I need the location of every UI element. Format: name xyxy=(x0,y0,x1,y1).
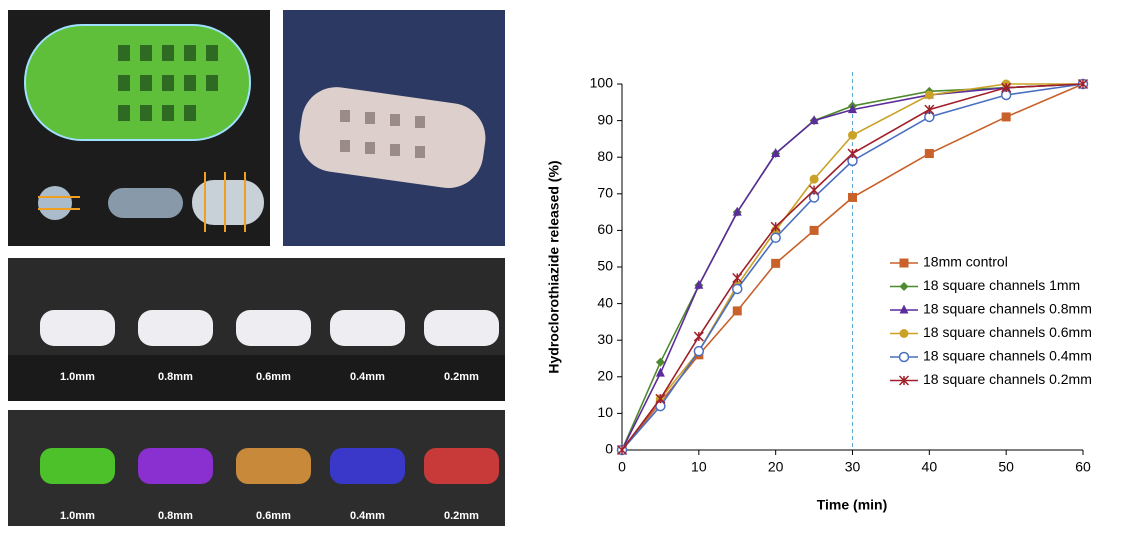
marker xyxy=(733,284,742,293)
photo-label: 0.8mm xyxy=(158,510,193,522)
marker xyxy=(848,131,857,140)
marker xyxy=(900,353,909,362)
marker xyxy=(694,347,703,356)
y-tick-label: 100 xyxy=(590,75,614,91)
marker xyxy=(771,259,780,268)
legend-label: 18 square channels 0.6mm xyxy=(923,324,1092,340)
photo-label: 0.6mm xyxy=(256,371,291,383)
marker xyxy=(900,305,909,314)
y-tick-label: 70 xyxy=(597,185,613,201)
photo-panel: 1.0mm 0.8mm 0.6mm 0.4mm 0.2mm xyxy=(8,258,505,401)
y-tick-label: 30 xyxy=(597,331,613,347)
y-tick-label: 40 xyxy=(597,294,613,310)
y-axis-label: Hydroclorothiazide released (%) xyxy=(546,160,562,373)
photo-label: 0.2mm xyxy=(444,510,479,522)
legend-label: 18 square channels 0.8mm xyxy=(923,301,1092,317)
x-tick-label: 60 xyxy=(1075,459,1091,475)
y-tick-label: 50 xyxy=(597,258,613,274)
x-tick-label: 50 xyxy=(998,459,1014,475)
marker xyxy=(810,226,819,235)
legend-label: 18 square channels 0.2mm xyxy=(923,371,1092,387)
photo-label: 0.6mm xyxy=(256,510,291,522)
y-tick-label: 80 xyxy=(597,148,613,164)
marker xyxy=(900,282,909,291)
photo-panel: 1.0mm 0.8mm 0.6mm 0.4mm 0.2mm xyxy=(8,410,505,526)
photo-label: 1.0mm xyxy=(60,371,95,383)
marker xyxy=(925,149,934,158)
figure: 1.0mm 0.8mm 0.6mm 0.4mm 0.2mm 1.0mm 0.8mm 0.6m… xyxy=(0,0,1137,529)
photo-label: 0.8mm xyxy=(158,371,193,383)
y-tick-label: 20 xyxy=(597,368,613,384)
marker xyxy=(900,259,909,268)
photo-label: 0.4mm xyxy=(350,510,385,522)
marker xyxy=(1002,112,1011,121)
photo-label: 1.0mm xyxy=(60,510,95,522)
legend-label: 18 square channels 1mm xyxy=(923,277,1080,293)
marker xyxy=(733,273,742,282)
x-axis-label: Time (min) xyxy=(817,497,888,513)
render-panel xyxy=(8,10,270,246)
marker xyxy=(810,175,819,184)
x-tick-label: 30 xyxy=(845,459,861,475)
y-tick-label: 90 xyxy=(597,111,613,127)
x-tick-label: 0 xyxy=(618,459,626,475)
x-tick-label: 10 xyxy=(691,459,707,475)
marker xyxy=(733,306,742,315)
y-tick-label: 10 xyxy=(597,404,613,420)
photo-label: 0.4mm xyxy=(350,371,385,383)
legend-label: 18mm control xyxy=(923,254,1008,270)
marker xyxy=(925,90,934,99)
marker xyxy=(900,329,909,338)
marker xyxy=(694,332,703,341)
x-tick-label: 20 xyxy=(768,459,784,475)
y-tick-label: 60 xyxy=(597,221,613,237)
photo-label: 0.2mm xyxy=(444,371,479,383)
marker xyxy=(925,105,934,114)
ct-panel xyxy=(283,10,505,246)
legend-label: 18 square channels 0.4mm xyxy=(923,348,1092,364)
marker xyxy=(848,193,857,202)
marker xyxy=(848,149,857,158)
y-tick-label: 0 xyxy=(605,441,613,457)
marker xyxy=(810,186,819,195)
x-tick-label: 40 xyxy=(922,459,938,475)
marker xyxy=(771,233,780,242)
